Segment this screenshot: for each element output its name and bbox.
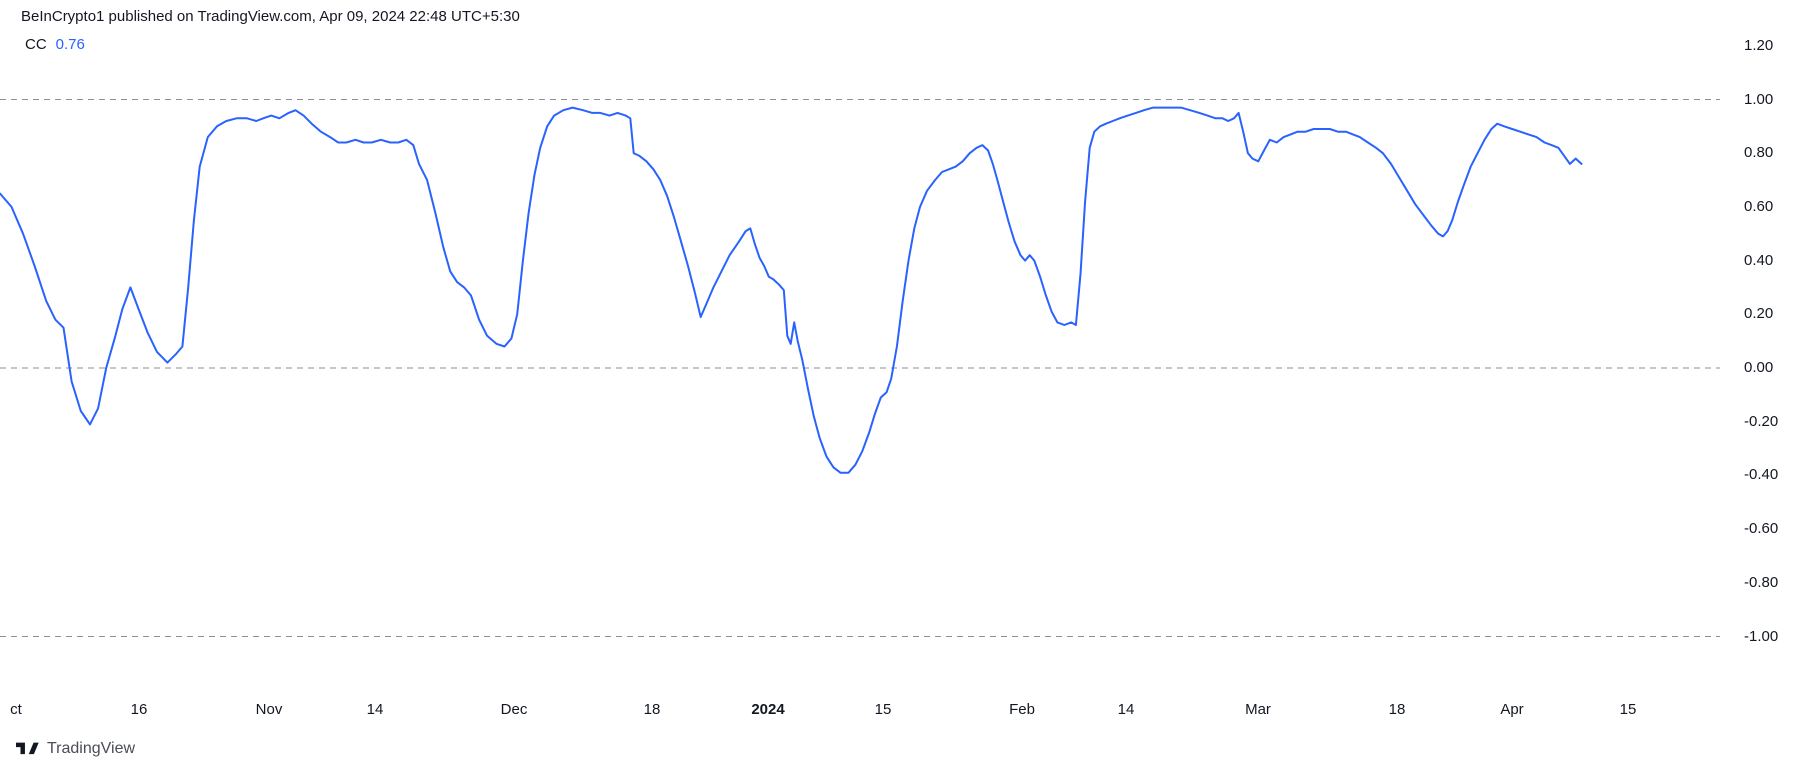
time-axis-label: 18 bbox=[1388, 701, 1406, 718]
time-axis-label: 18 bbox=[643, 701, 661, 718]
tradingview-brand-text[interactable]: TradingView bbox=[47, 740, 136, 757]
price-axis-label: -0.20 bbox=[1744, 413, 1779, 430]
indicator-legend[interactable]: CC 0.76 bbox=[25, 36, 85, 53]
time-axis-label: 2024 bbox=[751, 701, 785, 718]
price-axis[interactable]: 1.20 1.00 0.80 0.60 0.40 0.20 0.00 -0.20 -0.40 -0… bbox=[1730, 0, 1805, 690]
time-axis-label: ct bbox=[10, 701, 22, 718]
time-axis-label: Apr bbox=[1500, 701, 1524, 718]
price-axis-label: -0.80 bbox=[1744, 574, 1779, 591]
price-axis-label: 0.40 bbox=[1744, 252, 1774, 269]
indicator-name[interactable]: CC bbox=[25, 36, 47, 53]
time-axis-label: Nov bbox=[255, 701, 283, 718]
cc-line bbox=[0, 106, 1583, 474]
time-axis-label: Mar bbox=[1245, 701, 1271, 718]
tradingview-footer[interactable]: TradingView bbox=[16, 740, 135, 758]
time-axis[interactable]: ct 16 Nov 14 Dec 18 2024 15 Feb 14 Mar 18 Apr 15 bbox=[0, 698, 1720, 722]
price-axis-label: -1.00 bbox=[1744, 628, 1779, 645]
price-axis-label: 0.20 bbox=[1744, 305, 1774, 322]
price-axis-label: 1.00 bbox=[1744, 91, 1774, 108]
time-axis-label: 16 bbox=[130, 701, 148, 718]
time-axis-label: 14 bbox=[366, 701, 384, 718]
price-axis-label: -0.60 bbox=[1744, 520, 1779, 537]
chart-pane[interactable] bbox=[0, 0, 1720, 690]
price-axis-label: -0.40 bbox=[1744, 466, 1779, 483]
time-axis-label: 15 bbox=[1619, 701, 1637, 718]
indicator-value: 0.76 bbox=[55, 36, 85, 53]
time-axis-label: 15 bbox=[874, 701, 892, 718]
price-axis-label: 0.80 bbox=[1744, 144, 1774, 161]
price-axis-label: 1.20 bbox=[1744, 37, 1774, 54]
chart-attribution: BeInCrypto1 published on TradingView.com… bbox=[21, 8, 520, 25]
price-axis-label: 0.60 bbox=[1744, 198, 1774, 215]
time-axis-label: Dec bbox=[500, 701, 528, 718]
tradingview-logo-icon[interactable] bbox=[16, 740, 39, 758]
price-axis-label: 0.00 bbox=[1744, 359, 1774, 376]
time-axis-label: 14 bbox=[1117, 701, 1135, 718]
time-axis-label: Feb bbox=[1009, 701, 1035, 718]
